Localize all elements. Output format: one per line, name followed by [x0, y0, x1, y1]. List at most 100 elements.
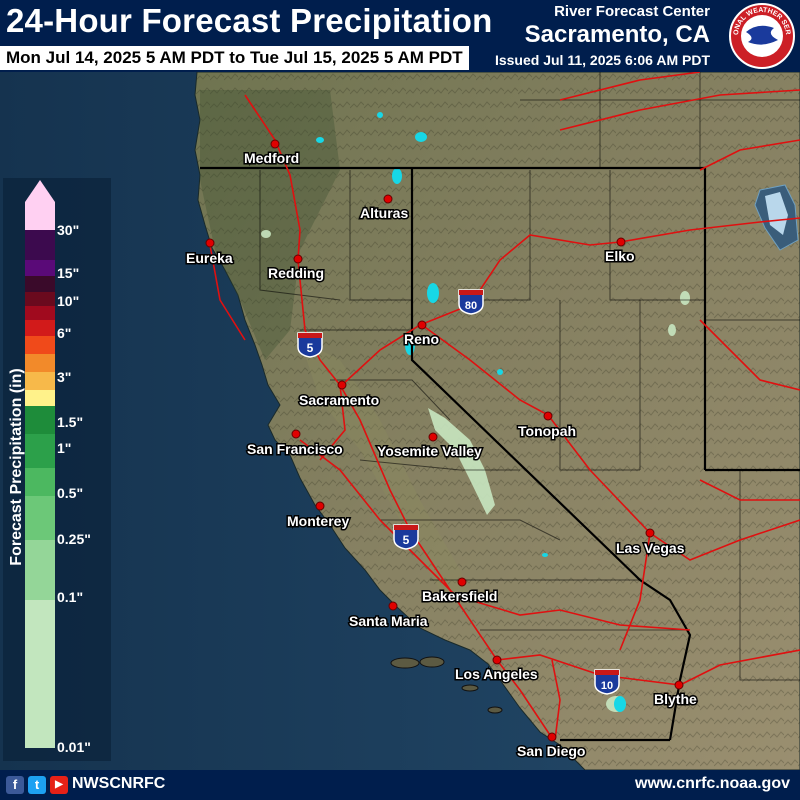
city-medford: Medford	[243, 139, 301, 168]
social-handle: NWSCNRFC	[72, 775, 166, 792]
city-monterey: Monterey	[286, 501, 351, 531]
city-marker	[293, 254, 303, 264]
legend-tick-label: 10"	[57, 293, 79, 309]
city-marker	[337, 380, 347, 390]
precipitation-legend: Forecast Precipitation (in) 30" 15" 10" 6" 3…	[3, 178, 111, 761]
city-label: Bakersfield	[422, 588, 497, 604]
legend-arrow-cap	[25, 180, 55, 230]
legend-tick-label: 1.5"	[57, 414, 83, 430]
city-label: San Francisco	[247, 441, 343, 457]
city-redding: Redding	[267, 254, 326, 283]
legend-tick-label: 6"	[57, 325, 71, 341]
city-label: San Diego	[517, 743, 585, 759]
interstate-number: 80	[465, 300, 477, 312]
city-marker	[205, 238, 215, 248]
legend-color-band	[25, 292, 55, 306]
legend-color-band	[25, 540, 55, 600]
twitter-icon[interactable]: t	[28, 776, 46, 794]
city-bakersfield: Bakersfield	[421, 577, 499, 606]
legend-tick-label: 15"	[57, 265, 79, 281]
city-san-francisco: San Francisco	[246, 429, 344, 459]
footer-banner: f t ▶ NWSCNRFC www.cnrfc.noaa.gov	[0, 770, 800, 800]
legend-color-band	[25, 390, 55, 406]
office-type: River Forecast Center	[554, 3, 710, 20]
city-label: Blythe	[654, 691, 697, 707]
map-title: 24-Hour Forecast Precipitation	[6, 2, 493, 39]
city-las-vegas: Las Vegas	[615, 528, 686, 558]
city-label: Medford	[244, 150, 299, 166]
city-label: Yosemite Valley	[377, 443, 482, 459]
city-label: Sacramento	[299, 392, 379, 408]
city-label: Eureka	[186, 250, 233, 266]
county-boundaries	[259, 72, 800, 681]
city-reno: Reno	[403, 320, 441, 349]
city-marker	[457, 577, 467, 587]
legend-color-band	[25, 276, 55, 292]
nws-logo: NATIONAL WEATHER SERVICE	[728, 2, 795, 69]
city-alturas: Alturas	[359, 194, 410, 223]
city-eureka: Eureka	[185, 238, 234, 268]
precipitation-map: 5 80 5 10 Medford Alturas Eureka Redding…	[0, 72, 800, 770]
legend-color-band	[25, 260, 55, 276]
header-banner: 24-Hour Forecast Precipitation Mon Jul 1…	[0, 0, 800, 72]
city-label: Los Angeles	[455, 666, 538, 682]
legend-tick-label: 1"	[57, 440, 71, 456]
city-marker	[383, 194, 393, 204]
interstate-number: 5	[307, 341, 314, 355]
city-blythe: Blythe	[653, 680, 699, 709]
city-marker	[270, 139, 280, 149]
office-location: Sacramento, CA	[524, 21, 710, 48]
city-marker	[492, 655, 502, 665]
city-elko: Elko	[604, 237, 636, 266]
interstate-number: 10	[601, 680, 613, 692]
city-marker	[543, 411, 553, 421]
legend-tick-label: 3"	[57, 369, 71, 385]
youtube-icon[interactable]: ▶	[50, 776, 68, 794]
legend-color-band	[25, 496, 55, 540]
legend-color-band	[25, 600, 55, 748]
legend-color-band	[25, 320, 55, 336]
issued-time: Issued Jul 11, 2025 6:06 AM PDT	[494, 52, 710, 68]
city-marker	[616, 237, 626, 247]
city-label: Las Vegas	[616, 540, 685, 556]
city-marker	[417, 320, 427, 330]
city-santa-maria: Santa Maria	[348, 601, 429, 631]
interstate-5-shield: 5	[393, 524, 419, 550]
channel-islands	[390, 656, 503, 714]
legend-color-band	[25, 354, 55, 372]
city-los-angeles: Los Angeles	[454, 655, 539, 684]
city-marker	[645, 528, 655, 538]
city-label: Alturas	[360, 205, 408, 221]
interstate-10-shield: 10	[594, 669, 620, 695]
legend-tick-label: 0.25"	[57, 531, 91, 547]
city-label: Reno	[404, 331, 439, 347]
legend-tick-label: 0.01"	[57, 739, 91, 755]
city-marker	[388, 601, 398, 611]
forested-region	[200, 90, 340, 360]
city-label: Redding	[268, 265, 324, 281]
legend-color-band	[25, 406, 55, 434]
legend-color-band	[25, 434, 55, 468]
city-yosemite-valley: Yosemite Valley	[376, 432, 484, 461]
salt-lake-shallows	[765, 192, 788, 235]
interstate-5-shield: 5	[297, 332, 323, 358]
legend-color-scale: 30" 15" 10" 6" 3" 1.5" 1" 0.5" 0.25" 0.1" 0.01"	[25, 180, 91, 755]
city-label: Tonopah	[518, 423, 576, 439]
legend-tick-label: 0.1"	[57, 589, 83, 605]
highways	[209, 72, 800, 741]
city-marker	[291, 429, 301, 439]
legend-color-band	[25, 306, 55, 320]
legend-tick-label: 30"	[57, 222, 79, 238]
legend-color-band	[25, 336, 55, 354]
city-sacramento: Sacramento	[298, 380, 381, 410]
interstate-80-shield: 80	[458, 289, 484, 315]
facebook-icon[interactable]: f	[6, 776, 24, 794]
website-link[interactable]: www.cnrfc.noaa.gov	[635, 775, 790, 792]
legend-tick-label: 0.5"	[57, 485, 83, 501]
legend-color-band	[25, 372, 55, 390]
city-label: Elko	[605, 248, 635, 264]
city-tonopah: Tonopah	[517, 411, 578, 441]
legend-color-band	[25, 468, 55, 496]
city-marker	[315, 501, 325, 511]
